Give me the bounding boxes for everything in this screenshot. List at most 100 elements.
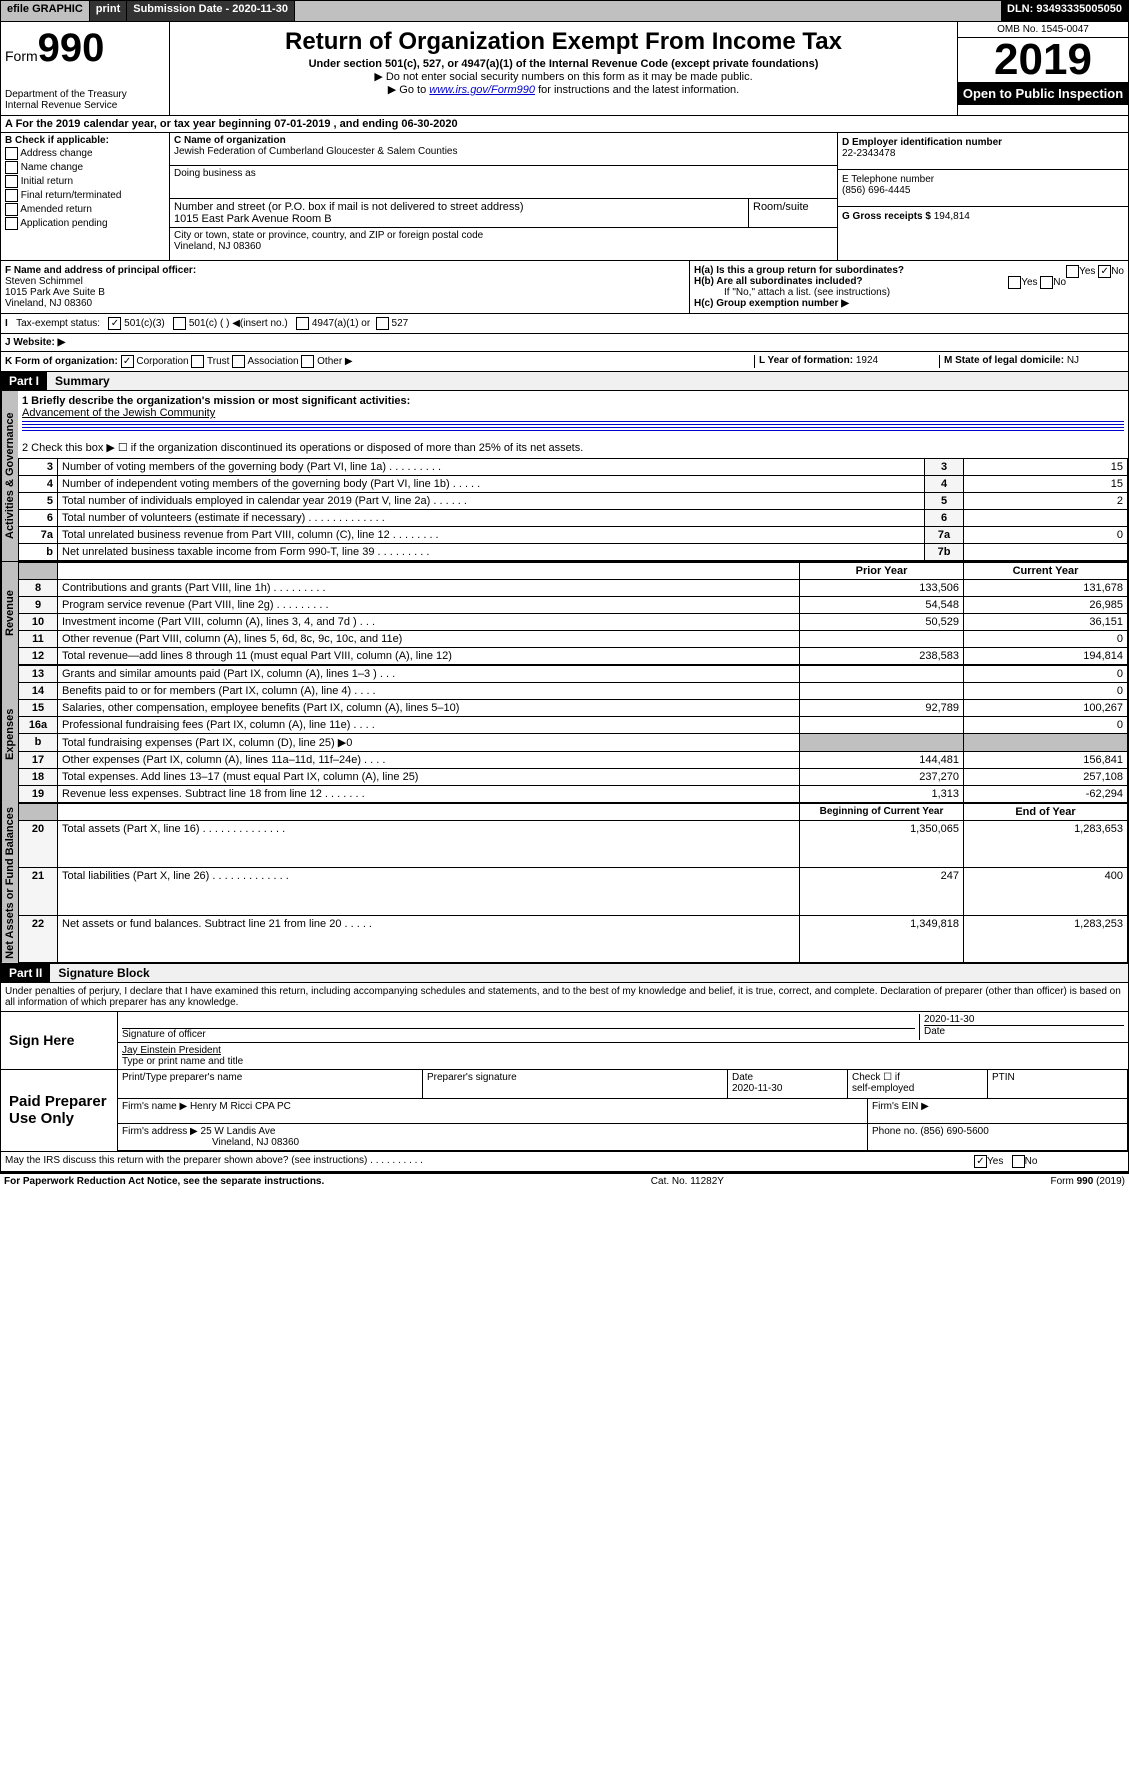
org-address: 1015 East Park Avenue Room B xyxy=(174,213,332,225)
paid-preparer-label: Paid Preparer Use Only xyxy=(1,1070,118,1151)
netassets-table: Beginning of Current YearEnd of Year 20T… xyxy=(18,803,1128,963)
instructions-link[interactable]: www.irs.gov/Form990 xyxy=(429,84,535,96)
row-klm: K Form of organization: ✓ Corporation Tr… xyxy=(0,352,1129,372)
hb-no[interactable] xyxy=(1040,276,1053,289)
note-1: ▶ Do not enter social security numbers o… xyxy=(174,70,953,83)
section-f: F Name and address of principal officer:… xyxy=(1,261,689,313)
sig-officer-label: Signature of officer xyxy=(122,1028,915,1040)
sig-name-label: Type or print name and title xyxy=(122,1056,243,1067)
cb-address-change[interactable]: Address change xyxy=(5,147,165,160)
discuss-row: May the IRS discuss this return with the… xyxy=(0,1152,1129,1172)
table-row: 4Number of independent voting members of… xyxy=(19,476,1128,493)
dba-box: Doing business as xyxy=(170,166,837,199)
dept-label: Department of the Treasury xyxy=(5,89,165,100)
ein-value: 22-2343478 xyxy=(842,148,895,159)
table-row: 18Total expenses. Add lines 13–17 (must … xyxy=(19,769,1128,786)
table-row: 11Other revenue (Part VIII, column (A), … xyxy=(19,631,1128,648)
table-row: 12Total revenue—add lines 8 through 11 (… xyxy=(19,648,1128,665)
prep-name-label: Print/Type preparer's name xyxy=(118,1070,423,1099)
cb-trust[interactable] xyxy=(191,355,204,368)
prep-sig-label: Preparer's signature xyxy=(423,1070,728,1099)
activities-governance-section: Activities & Governance 1 Briefly descri… xyxy=(0,391,1129,561)
firm-name: Henry M Ricci CPA PC xyxy=(190,1101,291,1112)
table-row: 8Contributions and grants (Part VIII, li… xyxy=(19,580,1128,597)
cb-corp[interactable]: ✓ xyxy=(121,355,134,368)
part1-title: Summary xyxy=(47,372,1128,390)
cb-other[interactable] xyxy=(301,355,314,368)
form-label: Form xyxy=(5,48,38,64)
cb-final-return[interactable]: Final return/terminated xyxy=(5,189,165,202)
table-row: 10Investment income (Part VIII, column (… xyxy=(19,614,1128,631)
netassets-section: Net Assets or Fund Balances Beginning of… xyxy=(0,803,1129,964)
expenses-section: Expenses 13Grants and similar amounts pa… xyxy=(0,665,1129,803)
discuss-yes[interactable]: ✓ xyxy=(974,1155,987,1168)
cb-initial-return[interactable]: Initial return xyxy=(5,175,165,188)
revenue-table: Prior YearCurrent Year 8Contributions an… xyxy=(18,562,1128,665)
phone-value: (856) 696-4445 xyxy=(842,185,910,196)
open-public-badge: Open to Public Inspection xyxy=(958,82,1128,105)
q1-answer: Advancement of the Jewish Community xyxy=(22,407,215,419)
city-box: City or town, state or province, country… xyxy=(170,227,837,260)
revenue-section: Revenue Prior YearCurrent Year 8Contribu… xyxy=(0,561,1129,665)
sign-here-label: Sign Here xyxy=(1,1012,118,1069)
sig-date: 2020-11-30 xyxy=(924,1014,974,1025)
row-j: J Website: ▶ xyxy=(0,334,1129,352)
cb-4947[interactable] xyxy=(296,317,309,330)
hb-yes[interactable] xyxy=(1008,276,1021,289)
sig-name: Jay Einstein President xyxy=(122,1045,221,1056)
part2-title: Signature Block xyxy=(50,964,1128,982)
room-suite: Room/suite xyxy=(749,199,837,227)
table-row: 16aProfessional fundraising fees (Part I… xyxy=(19,717,1128,734)
side-activities-governance: Activities & Governance xyxy=(1,391,18,561)
table-row: 13Grants and similar amounts paid (Part … xyxy=(19,666,1128,683)
row-i: I Tax-exempt status: ✓ 501(c)(3) 501(c) … xyxy=(0,314,1129,334)
ha-no[interactable]: ✓ xyxy=(1098,265,1111,278)
ptin-label: PTIN xyxy=(988,1070,1128,1099)
org-name-box: C Name of organization Jewish Federation… xyxy=(170,133,837,166)
title-box: Return of Organization Exempt From Incom… xyxy=(170,22,957,115)
cb-501c[interactable] xyxy=(173,317,186,330)
address-row: Number and street (or P.O. box if mail i… xyxy=(170,199,837,227)
section-c: C Name of organization Jewish Federation… xyxy=(170,133,837,260)
cb-501c3[interactable]: ✓ xyxy=(108,317,121,330)
section-d: D Employer identification number 22-2343… xyxy=(837,133,1128,260)
efile-label: efile GRAPHIC xyxy=(1,1,90,21)
table-row: 20Total assets (Part X, line 16) . . . .… xyxy=(19,821,1128,868)
org-city: Vineland, NJ 08360 xyxy=(174,241,261,252)
table-row: 7aTotal unrelated business revenue from … xyxy=(19,527,1128,544)
q1-label: 1 Briefly describe the organization's mi… xyxy=(22,395,410,407)
cb-name-change[interactable]: Name change xyxy=(5,161,165,174)
side-netassets: Net Assets or Fund Balances xyxy=(1,803,18,963)
phone-cell: E Telephone number (856) 696-4445 xyxy=(838,170,1128,207)
footer-right: Form 990 (2019) xyxy=(1051,1176,1126,1187)
penalty-statement: Under penalties of perjury, I declare th… xyxy=(0,983,1129,1012)
form-box: Form990 Department of the Treasury Inter… xyxy=(1,22,170,115)
cb-527[interactable] xyxy=(376,317,389,330)
footer-mid: Cat. No. 11282Y xyxy=(651,1176,724,1187)
cb-amended[interactable]: Amended return xyxy=(5,203,165,216)
section-b: B Check if applicable: Address change Na… xyxy=(1,133,170,260)
firm-addr2: Vineland, NJ 08360 xyxy=(122,1137,299,1148)
table-row: bTotal fundraising expenses (Part IX, co… xyxy=(19,734,1128,752)
footer-left: For Paperwork Reduction Act Notice, see … xyxy=(4,1176,324,1187)
officer-name: Steven Schimmel xyxy=(5,276,83,287)
sig-date-label: Date xyxy=(924,1025,1124,1037)
state-domicile: NJ xyxy=(1067,355,1079,366)
governance-table: 3Number of voting members of the governi… xyxy=(18,458,1128,561)
officer-addr1: 1015 Park Ave Suite B xyxy=(5,287,105,298)
ha-yes[interactable] xyxy=(1066,265,1079,278)
cb-assoc[interactable] xyxy=(232,355,245,368)
q2-label: 2 Check this box ▶ ☐ if the organization… xyxy=(18,437,1128,458)
table-row: 22Net assets or fund balances. Subtract … xyxy=(19,915,1128,962)
year-formation: 1924 xyxy=(856,355,878,366)
print-button[interactable]: print xyxy=(90,1,127,21)
table-row: 3Number of voting members of the governi… xyxy=(19,459,1128,476)
table-row: 9Program service revenue (Part VIII, lin… xyxy=(19,597,1128,614)
paid-preparer-block: Paid Preparer Use Only Print/Type prepar… xyxy=(0,1070,1129,1152)
table-row: 17Other expenses (Part IX, column (A), l… xyxy=(19,752,1128,769)
table-row: 6Total number of volunteers (estimate if… xyxy=(19,510,1128,527)
cb-pending[interactable]: Application pending xyxy=(5,217,165,230)
table-row: 5Total number of individuals employed in… xyxy=(19,493,1128,510)
section-b-label: B Check if applicable: xyxy=(5,135,109,146)
discuss-no[interactable] xyxy=(1012,1155,1025,1168)
